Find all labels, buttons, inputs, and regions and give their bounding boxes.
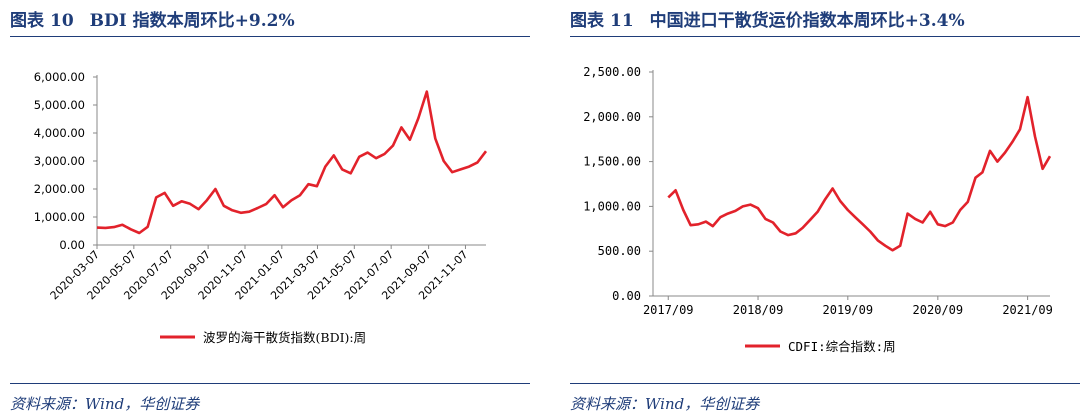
y-tick-label: 1,500.00	[583, 155, 641, 169]
series-line-bdi	[96, 90, 488, 235]
y-tick-label: 1,000.00	[34, 210, 85, 224]
bdi-line-chart: 0.00 1,000.00 2,000.00 3,000.00 4,000.00 5,00…	[34, 70, 488, 345]
y-tick-labels: 0.00 500.00 1,000.00 1,500.00 2,000.00 2,500.…	[583, 65, 641, 303]
cdfi-line-chart: 0.00 500.00 1,000.00 1,500.00 2,000.00 2,500.…	[583, 65, 1053, 354]
source-note: 资料来源：Wind，华创证券	[10, 395, 200, 413]
legend-label: CDFI:综合指数:周	[788, 339, 896, 354]
footer-rule	[570, 383, 1080, 384]
figure-10-title: 图表 10 BDI 指数本周环比+9.2%	[10, 6, 295, 31]
x-tick-label: 2021/09	[1002, 303, 1053, 317]
y-tick-label: 2,000.00	[34, 182, 85, 196]
x-tick-label: 2018/09	[733, 303, 784, 317]
y-tick-label: 6,000.00	[34, 70, 85, 84]
x-tick-label: 2019/09	[823, 303, 874, 317]
source-note: 资料来源：Wind，华创证券	[570, 395, 760, 413]
x-tick-label: 2020/09	[913, 303, 964, 317]
figure-title-text: BDI 指数本周环比+9.2%	[89, 11, 295, 31]
figure-prefix: 图表	[10, 11, 44, 31]
y-tick-label: 1,000.00	[583, 199, 641, 213]
legend: CDFI:综合指数:周	[745, 339, 896, 354]
figure-prefix: 图表	[570, 11, 604, 31]
chart-axes	[93, 75, 486, 249]
legend-label: 波罗的海干散货指数(BDI):周	[203, 330, 366, 345]
x-tick-labels: 2017/09 2018/09 2019/09 2020/09 2021/09	[643, 303, 1053, 317]
y-tick-label: 0.00	[612, 289, 641, 303]
legend: 波罗的海干散货指数(BDI):周	[160, 330, 366, 345]
figure-number: 11	[610, 11, 634, 31]
y-tick-label: 2,000.00	[583, 110, 641, 124]
y-tick-label: 0.00	[59, 238, 85, 252]
title-rule	[10, 36, 530, 37]
y-tick-label: 3,000.00	[34, 154, 85, 168]
x-tick-label: 2017/09	[643, 303, 694, 317]
footer-rule	[10, 383, 530, 384]
x-tick-labels: 2020-03-072020-05-072020-07-072020-09-07…	[48, 248, 471, 302]
figure-title-text: 中国进口干散货运价指数本周环比+3.4%	[649, 11, 965, 31]
figure-11-panel: 图表 11 中国进口干散货运价指数本周环比+3.4% 0.00 500.00 1,000…	[560, 0, 1080, 418]
y-tick-label: 500.00	[598, 244, 641, 258]
y-tick-label: 5,000.00	[34, 98, 85, 112]
title-rule	[570, 36, 1080, 37]
y-tick-label: 2,500.00	[583, 65, 641, 79]
figure-11-title: 图表 11 中国进口干散货运价指数本周环比+3.4%	[570, 6, 965, 31]
y-tick-labels: 0.00 1,000.00 2,000.00 3,000.00 4,000.00 5,00…	[34, 70, 85, 252]
y-tick-label: 4,000.00	[34, 126, 85, 140]
figure-number: 10	[50, 11, 74, 31]
series-line-cdfi	[667, 95, 1052, 252]
chart-axes	[649, 70, 1050, 300]
figure-10-panel: 图表 10 BDI 指数本周环比+9.2% 0.00 1,000.00 2,000.00…	[0, 0, 530, 418]
